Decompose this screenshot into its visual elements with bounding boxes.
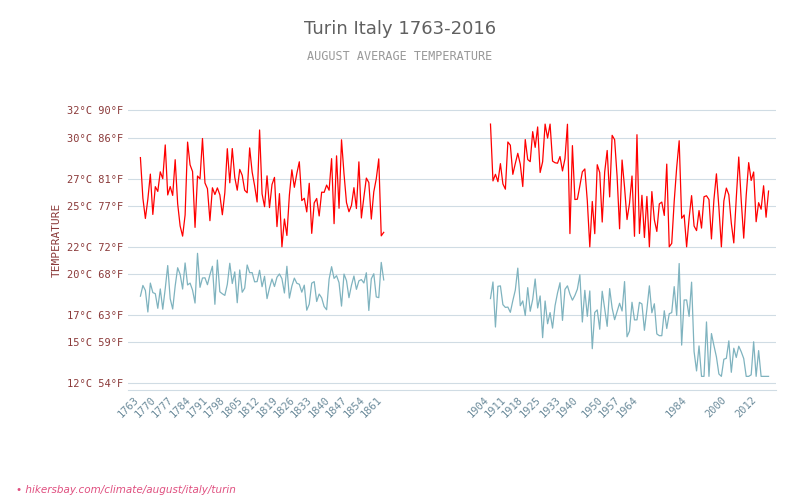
Text: AUGUST AVERAGE TEMPERATURE: AUGUST AVERAGE TEMPERATURE (307, 50, 493, 63)
Text: Turin Italy 1763-2016: Turin Italy 1763-2016 (304, 20, 496, 38)
Y-axis label: TEMPERATURE: TEMPERATURE (51, 203, 62, 277)
Text: • hikersbay.com/climate/august/italy/turin: • hikersbay.com/climate/august/italy/tur… (16, 485, 236, 495)
